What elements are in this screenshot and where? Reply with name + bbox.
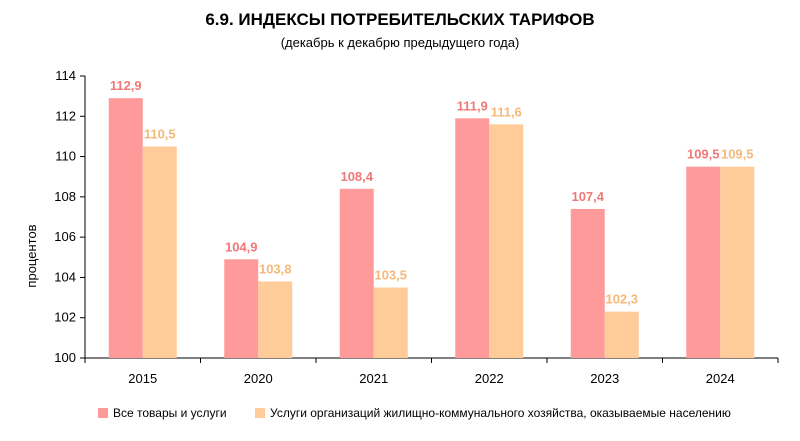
y-tick-label: 110: [55, 149, 76, 164]
y-tick-label: 108: [54, 189, 76, 204]
data-label-all-goods: 109,5: [687, 147, 720, 162]
y-axis-label: процентов: [24, 224, 39, 287]
chart-subtitle: (декабрь к декабрю предыдущего года): [281, 35, 520, 50]
data-label-housing-services: 102,3: [605, 292, 638, 307]
bar-all-goods: [339, 188, 374, 358]
data-label-all-goods: 104,9: [225, 239, 258, 254]
data-label-housing-services: 110,5: [144, 127, 176, 142]
y-tick-label: 114: [55, 68, 76, 83]
bars: [108, 98, 755, 359]
data-label-all-goods: 111,9: [457, 98, 488, 113]
y-tick-label: 102: [54, 310, 76, 325]
bar-all-goods: [108, 98, 143, 359]
y-tick-label: 104: [54, 269, 76, 284]
data-label-housing-services: 103,5: [374, 268, 407, 283]
data-label-all-goods: 112,9: [110, 78, 142, 93]
x-tick-label: 2020: [244, 371, 273, 386]
x-tick-label: 2015: [128, 371, 157, 386]
data-label-housing-services: 109,5: [721, 147, 754, 162]
bar-all-goods: [455, 118, 490, 358]
bar-housing-services: [142, 146, 177, 358]
bar-all-goods: [224, 259, 259, 358]
legend-swatch-housing-services: [255, 408, 265, 418]
bar-housing-services: [720, 166, 755, 358]
chart-title: 6.9. ИНДЕКСЫ ПОТРЕБИТЕЛЬСКИХ ТАРИФОВ: [205, 10, 594, 29]
bar-housing-services: [489, 124, 524, 358]
data-label-housing-services: 111,6: [491, 104, 522, 119]
y-tick-label: 112: [55, 108, 76, 123]
data-label-all-goods: 107,4: [571, 189, 604, 204]
bar-housing-services: [258, 281, 293, 358]
x-ticks: 2015 2020 2021 2022 2023 2024: [84, 358, 779, 386]
x-tick-label: 2022: [475, 371, 504, 386]
bar-all-goods: [686, 166, 721, 358]
x-tick-label: 2023: [590, 371, 619, 386]
x-tick-label: 2021: [359, 371, 388, 386]
legend: Все товары и услуги Услуги организаций ж…: [98, 406, 731, 420]
bar-housing-services: [604, 311, 639, 358]
y-tick-label: 100: [54, 350, 76, 365]
data-label-housing-services: 103,8: [259, 261, 292, 276]
bar-housing-services: [373, 287, 408, 358]
data-label-all-goods: 108,4: [340, 169, 373, 184]
y-tick-label: 106: [54, 229, 76, 244]
bar-all-goods: [570, 208, 605, 358]
legend-label-housing-services: Услуги организаций жилищно-коммунального…: [270, 406, 731, 420]
x-tick-label: 2024: [706, 371, 735, 386]
legend-label-all-goods: Все товары и услуги: [113, 406, 227, 420]
legend-swatch-all-goods: [98, 408, 108, 418]
y-ticks: 100 102 104 106 108 110 112 114: [54, 68, 85, 365]
